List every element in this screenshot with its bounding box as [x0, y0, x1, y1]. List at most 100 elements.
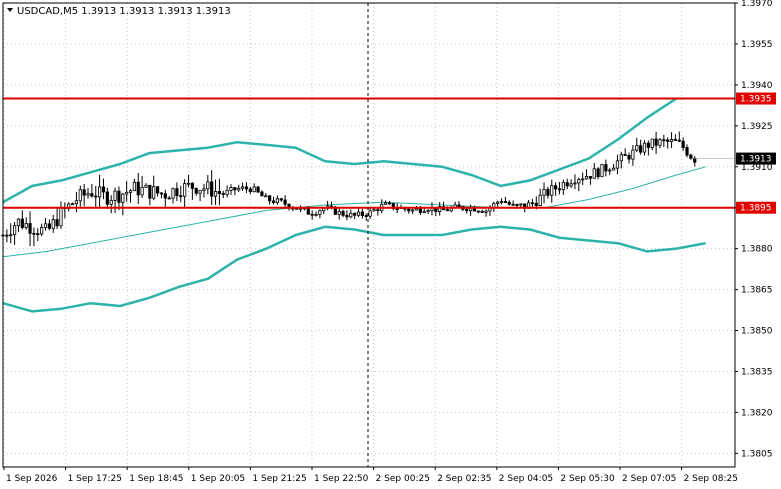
candle-body: [569, 183, 573, 187]
candle-body: [530, 202, 535, 205]
candle-body: [503, 201, 507, 204]
candle-body: [271, 200, 276, 204]
candle-body: [5, 234, 9, 237]
candle-body: [194, 187, 198, 194]
candle-body: [372, 209, 376, 212]
price-level-badge-label: 1.3935: [740, 95, 772, 105]
y-tick-label: 1.3835: [741, 367, 773, 377]
candle-body: [221, 193, 225, 195]
time-axis: 1 Sep 2026 1 Sep 17:25 1 Sep 18:45 1 Sep 20…: [3, 467, 738, 484]
candle-body: [600, 164, 604, 178]
candle-body: [592, 168, 596, 179]
candle-body: [136, 181, 140, 196]
candle-body: [565, 182, 569, 187]
candle-body: [40, 227, 44, 235]
candle-body: [159, 192, 164, 195]
candle-body: [225, 190, 229, 195]
candle-body: [121, 193, 125, 203]
candle-body: [573, 182, 577, 185]
candle-body: [175, 188, 179, 197]
candle-body: [9, 234, 13, 237]
candle-body: [163, 193, 167, 199]
candle-body: [229, 187, 233, 191]
horizontal-levels[interactable]: [3, 97, 735, 209]
candle-body: [635, 145, 639, 151]
candle-body: [368, 210, 372, 217]
candle-body: [36, 233, 40, 236]
candle-body: [206, 181, 210, 190]
candle-body: [310, 213, 314, 216]
candle-body: [538, 194, 542, 206]
y-tick-label: 1.3970: [741, 0, 773, 9]
candle-body: [542, 189, 546, 196]
candle-body: [418, 208, 422, 213]
candle-body: [387, 202, 392, 205]
candle-body: [639, 145, 643, 153]
candle-body: [202, 188, 206, 191]
candle-body: [627, 155, 631, 160]
symbol-menu-arrow-icon[interactable]: [7, 8, 13, 12]
candle-body: [364, 215, 368, 217]
candle-body: [631, 149, 635, 160]
candle-body: [604, 164, 608, 172]
candle-body: [407, 208, 411, 212]
candle-body: [43, 223, 48, 228]
candle-body: [283, 199, 287, 205]
candle-body: [28, 223, 32, 234]
candle-body: [615, 160, 620, 169]
candle-body: [581, 178, 585, 181]
x-tick-label: 1 Sep 18:45: [129, 474, 183, 484]
candle-body: [264, 195, 268, 198]
candle-body: [152, 186, 156, 199]
candle-body: [125, 191, 129, 195]
x-tick-label: 2 Sep 05:30: [560, 474, 615, 484]
candle-body: [51, 219, 55, 229]
candle-body: [411, 209, 415, 212]
candle-body: [186, 182, 191, 185]
candle-body: [279, 198, 283, 201]
candle-body: [306, 207, 310, 215]
candle-body: [94, 195, 98, 198]
bollinger-middle-band: [2, 166, 706, 258]
candle-body: [349, 212, 353, 218]
candle-body: [128, 190, 133, 193]
candle-body: [260, 191, 264, 197]
candle-body: [689, 154, 693, 159]
candle-body: [167, 197, 171, 200]
candle-body: [98, 186, 102, 198]
candle-body: [360, 211, 364, 216]
candle-body: [190, 182, 194, 189]
candle-body: [681, 140, 685, 148]
candle-body: [611, 167, 616, 171]
candle-body: [426, 210, 430, 213]
candle-body: [588, 176, 592, 179]
candle-body: [438, 206, 442, 212]
candle-body: [337, 211, 341, 215]
candle-body: [677, 139, 681, 142]
candle-body: [183, 183, 187, 197]
candle-body: [511, 203, 515, 206]
y-tick-label: 1.3940: [741, 81, 773, 91]
candle-body: [233, 187, 237, 191]
candle-body: [666, 139, 670, 142]
price-badges: 1.3935 1.3895 1.3913: [736, 92, 776, 214]
candle-body: [673, 139, 678, 141]
candle-body: [646, 142, 650, 148]
candle-body: [557, 188, 562, 191]
candle-body: [55, 219, 59, 227]
candle-body: [24, 223, 28, 228]
candle-body: [356, 211, 361, 216]
candle-body: [210, 181, 214, 197]
candle-body: [179, 195, 183, 198]
candle-body: [519, 203, 523, 206]
candle-body: [345, 214, 349, 218]
bollinger-bands: [2, 97, 706, 313]
bollinger-upper-band: [2, 97, 678, 204]
candle-body: [70, 203, 75, 206]
x-tick-label: 2 Sep 08:25: [684, 474, 738, 484]
candle-body: [465, 209, 469, 212]
candle-body: [496, 201, 500, 204]
candle-body: [318, 210, 322, 215]
x-tick-label: 2 Sep 04:05: [499, 474, 553, 484]
